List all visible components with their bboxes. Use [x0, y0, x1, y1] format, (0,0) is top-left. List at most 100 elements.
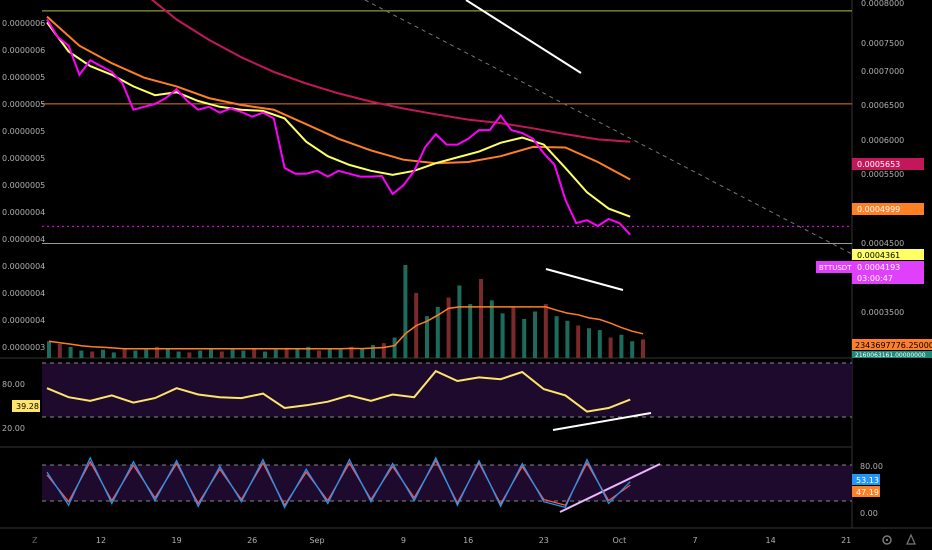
volume-bar — [176, 351, 181, 358]
volume-bar — [360, 348, 365, 358]
right-price-tick: 0.0007000 — [861, 67, 904, 76]
left-price-tick: 0.0000006 — [2, 46, 45, 55]
left-price-tick: 0.0000005 — [2, 181, 45, 190]
volume-bar — [209, 348, 213, 358]
volume-bar — [608, 337, 613, 358]
volume-bar — [90, 351, 95, 358]
right-price-axis: 0.0008000 0.0007500 0.0007000 0.0006500 0.00… — [861, 0, 904, 317]
left-price-tick: 0.0000004 — [2, 235, 45, 244]
ma-slow-line — [150, 0, 631, 143]
volume-bar — [587, 328, 591, 358]
volume-bar — [457, 285, 462, 358]
stoch-tick-0: 0.00 — [860, 509, 878, 518]
right-price-tick: 0.0006000 — [861, 136, 904, 145]
volume-bar — [403, 265, 408, 358]
time-axis-tick: 23 — [539, 536, 549, 545]
volume-bar — [597, 330, 602, 358]
left-price-tick: 0.0000004 — [2, 262, 45, 271]
volume-bar — [489, 300, 494, 358]
rsi-band-background — [42, 363, 852, 417]
volume-ma-line — [48, 306, 644, 350]
volume-bar — [306, 346, 311, 358]
volume-value-tag — [852, 351, 932, 358]
stoch-d-value-text: 47.19 — [856, 488, 879, 497]
volume-bar — [381, 343, 386, 358]
rsi-line — [46, 369, 631, 413]
rsi-value-tag — [12, 400, 40, 412]
auto-scale-icon[interactable] — [906, 533, 916, 545]
left-price-tick: 0.0000004 — [2, 316, 45, 325]
volume-bar — [630, 341, 635, 358]
volume-bar — [392, 337, 397, 358]
right-price-tick: 0.0003500 — [861, 308, 904, 317]
volume-bar — [187, 352, 192, 358]
volume-bar — [446, 297, 451, 358]
right-price-tick: 0.0005500 — [861, 170, 904, 179]
volume-bar — [165, 348, 170, 358]
rsi-value-text: 39.28 — [16, 402, 39, 411]
stoch-k-value-tag — [852, 474, 880, 485]
stoch-divergence-trendline[interactable] — [559, 463, 661, 513]
price-value-tag — [852, 261, 924, 284]
volume-bars — [47, 265, 645, 358]
volume-bar — [576, 325, 581, 358]
volume-bar — [554, 316, 559, 358]
price-value-text: 0.0004193 — [857, 263, 900, 272]
stoch-k-value-text: 53.13 — [856, 476, 879, 485]
volume-bar — [219, 351, 224, 358]
time-axis-tick: 26 — [247, 536, 257, 545]
volume-bar — [79, 350, 84, 358]
volume-bar — [619, 334, 624, 358]
volume-bar — [565, 320, 570, 358]
volume-bar — [144, 349, 149, 358]
right-price-tick: 0.0004500 — [861, 239, 904, 248]
ma-slow-value-tag — [852, 158, 924, 170]
ma-mid-line — [46, 15, 631, 181]
candle-countdown-text: 03:00:47 — [857, 274, 893, 283]
volume-value-text: 2160063161.00000000 — [855, 352, 926, 359]
corner-logo: Z — [32, 536, 38, 545]
volume-bar — [371, 344, 375, 358]
volume-bar — [543, 304, 548, 358]
left-price-tick: 0.0000004 — [2, 208, 45, 217]
rsi-divergence-trendline[interactable] — [552, 412, 652, 431]
volume-ma-value-tag — [852, 339, 932, 350]
right-price-tick: 0.0008000 — [861, 0, 904, 8]
volume-bar — [47, 341, 51, 358]
price-divergence-trendline[interactable] — [545, 268, 624, 291]
volume-bar — [57, 344, 62, 358]
time-axis-tick: 19 — [172, 536, 182, 545]
white-trendline-top[interactable] — [465, 0, 582, 74]
volume-bar — [155, 346, 159, 358]
time-axis-tick: 21 — [841, 536, 851, 545]
diagonal-dashed-trendline[interactable] — [364, 0, 853, 255]
volume-bar — [101, 349, 105, 358]
volume-bar — [511, 306, 516, 358]
stoch-k-line — [46, 456, 631, 509]
volume-bar — [327, 348, 332, 358]
volume-bar — [522, 318, 527, 358]
ma-mid-value-tag — [852, 203, 924, 215]
volume-bar — [349, 346, 354, 358]
volume-bar — [230, 349, 235, 358]
right-price-tick: 0.0006500 — [861, 101, 904, 110]
volume-bar — [425, 316, 429, 358]
rsi-tick-20: 20.00 — [2, 424, 25, 433]
time-axis-tick: Oct — [612, 536, 626, 545]
time-axis-tick: 14 — [766, 536, 776, 545]
left-price-tick: 0.0000005 — [2, 154, 45, 163]
time-axis-tick: 12 — [96, 536, 106, 545]
volume-bar — [284, 347, 289, 358]
volume-bar — [263, 351, 267, 358]
volume-bar — [295, 348, 300, 358]
gear-icon[interactable] — [882, 535, 892, 545]
volume-bar — [641, 339, 645, 358]
volume-bar — [198, 350, 203, 358]
volume-bar — [479, 278, 483, 358]
volume-bar — [317, 350, 321, 358]
time-axis-tick: 16 — [463, 536, 473, 545]
time-axis[interactable]: 12 19 26 Sep 9 16 23 Oct 7 14 21 — [96, 536, 851, 545]
ma-slow-value-text: 0.0005653 — [857, 160, 900, 169]
